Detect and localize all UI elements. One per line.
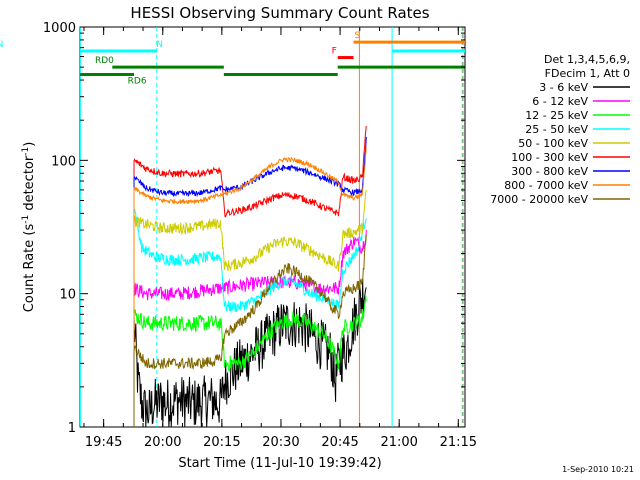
x-tick-label: 20:00 — [144, 435, 181, 450]
legend-label-7000-20000-kev: 7000 - 20000 keV — [490, 193, 588, 206]
y-axis-ticks: 1 10 100 1000 — [43, 21, 465, 436]
legend-label-800-7000-kev: 800 - 7000 keV — [504, 179, 588, 192]
x-tick-label: 21:15 — [440, 435, 477, 450]
flag-label-rd6: RD6 — [128, 77, 147, 87]
legend: Det 1,3,4,5,6,9, FDecim 1, Att 0 3 - 6 k… — [490, 53, 630, 206]
observing-flags: N N RD0 RD6 F S — [0, 31, 465, 87]
x-tick-label: 20:15 — [203, 435, 240, 450]
x-tick-label: 20:45 — [321, 435, 358, 450]
series-lines — [133, 125, 367, 428]
y-tick-label: 1000 — [43, 21, 76, 36]
flag-label-rd0: RD0 — [95, 56, 114, 66]
legend-label-100-300-kev: 100 - 300 keV — [511, 151, 588, 164]
x-axis-ticks: 19:45 20:00 20:15 20:30 20:45 21:00 21:15 — [83, 27, 477, 450]
series-line-100-300-kev — [133, 125, 367, 427]
series-line-50-100-kev — [133, 189, 367, 427]
plot-area: N N RD0 RD6 F S 19:45 20:00 20:15 20:30 20:45 21:0… — [0, 21, 477, 450]
series-line-7000-20000-kev — [133, 234, 367, 427]
legend-title-line-2: FDecim 1, Att 0 — [545, 67, 630, 80]
flag-label-s: S — [355, 31, 361, 41]
legend-label-50-100-kev: 50 - 100 keV — [518, 137, 588, 150]
event-marker-lines — [79, 27, 464, 427]
flag-label-n: N — [156, 40, 163, 50]
series-line-6-12-kev — [133, 229, 367, 427]
x-tick-label: 21:00 — [380, 435, 417, 450]
legend-label-25-50-kev: 25 - 50 keV — [525, 123, 588, 136]
x-axis-label: Start Time (11-Jul-10 19:39:42) — [178, 456, 381, 471]
y-axis-label: Count Rate (s-1 detector-1) — [21, 142, 37, 313]
flag-label-n: N — [0, 40, 3, 50]
x-tick-label: 19:45 — [85, 435, 122, 450]
footer-date: 1-Sep-2010 10:21 — [562, 465, 634, 474]
y-tick-label: 100 — [51, 154, 76, 169]
series-line-800-7000-kev — [133, 148, 367, 427]
x-tick-label: 20:30 — [262, 435, 299, 450]
legend-label-12-25-kev: 12 - 25 keV — [525, 109, 588, 122]
y-tick-label: 10 — [59, 288, 76, 303]
legend-title-line-1: Det 1,3,4,5,6,9, — [544, 53, 630, 66]
series-line-12-25-kev — [133, 295, 367, 427]
legend-label-3-6-kev: 3 - 6 keV — [539, 81, 588, 94]
legend-label-300-800-kev: 300 - 800 keV — [511, 165, 588, 178]
y-tick-label: 1 — [68, 421, 76, 436]
series-line-3-6-kev — [133, 278, 367, 428]
legend-label-6-12-kev: 6 - 12 keV — [532, 95, 588, 108]
chart-title: HESSI Observing Summary Count Rates — [130, 4, 429, 22]
flag-label-f: F — [332, 47, 337, 57]
